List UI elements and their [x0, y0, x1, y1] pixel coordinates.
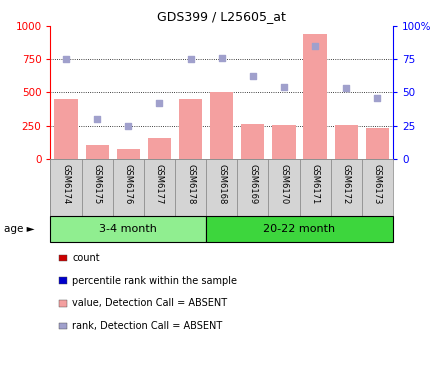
- Bar: [54, 99, 78, 159]
- Text: GSM6171: GSM6171: [310, 164, 319, 204]
- Point: [280, 84, 287, 90]
- Bar: [50, 216, 206, 242]
- Bar: [209, 93, 233, 159]
- Bar: [303, 34, 326, 159]
- Text: GSM6176: GSM6176: [124, 164, 133, 204]
- Point: [187, 56, 194, 62]
- Bar: [237, 159, 268, 216]
- Text: age ►: age ►: [4, 224, 35, 234]
- Bar: [334, 125, 357, 159]
- Bar: [206, 159, 237, 216]
- Bar: [175, 159, 206, 216]
- Point: [155, 100, 162, 106]
- Text: 20-22 month: 20-22 month: [263, 224, 335, 234]
- Bar: [240, 124, 264, 159]
- Text: GSM6178: GSM6178: [186, 164, 194, 204]
- Point: [218, 55, 225, 61]
- Text: GSM6174: GSM6174: [61, 164, 71, 204]
- Text: value, Detection Call = ABSENT: value, Detection Call = ABSENT: [72, 298, 227, 309]
- Text: GSM6169: GSM6169: [248, 164, 257, 204]
- Point: [311, 43, 318, 49]
- Text: GSM6177: GSM6177: [155, 164, 163, 204]
- Text: count: count: [72, 253, 100, 263]
- Point: [93, 116, 100, 122]
- Text: 3-4 month: 3-4 month: [99, 224, 157, 234]
- Text: GSM6172: GSM6172: [341, 164, 350, 204]
- Bar: [365, 128, 388, 159]
- Text: rank, Detection Call = ABSENT: rank, Detection Call = ABSENT: [72, 321, 222, 331]
- Text: GSM6173: GSM6173: [372, 164, 381, 204]
- Point: [249, 74, 256, 79]
- Text: GSM6170: GSM6170: [279, 164, 288, 204]
- Bar: [113, 159, 144, 216]
- Bar: [50, 159, 81, 216]
- Bar: [81, 159, 113, 216]
- Bar: [144, 159, 175, 216]
- Bar: [299, 159, 330, 216]
- Point: [62, 56, 69, 62]
- Bar: [179, 99, 202, 159]
- Bar: [206, 216, 392, 242]
- Bar: [361, 159, 392, 216]
- Text: GSM6168: GSM6168: [217, 164, 226, 204]
- Point: [124, 123, 131, 129]
- Text: percentile rank within the sample: percentile rank within the sample: [72, 276, 237, 286]
- Bar: [272, 125, 295, 159]
- Bar: [117, 149, 140, 159]
- Bar: [85, 145, 109, 159]
- Bar: [330, 159, 361, 216]
- Bar: [268, 159, 299, 216]
- Title: GDS399 / L25605_at: GDS399 / L25605_at: [157, 10, 286, 23]
- Point: [342, 86, 349, 92]
- Bar: [148, 138, 171, 159]
- Text: GSM6175: GSM6175: [92, 164, 102, 204]
- Point: [373, 95, 380, 101]
